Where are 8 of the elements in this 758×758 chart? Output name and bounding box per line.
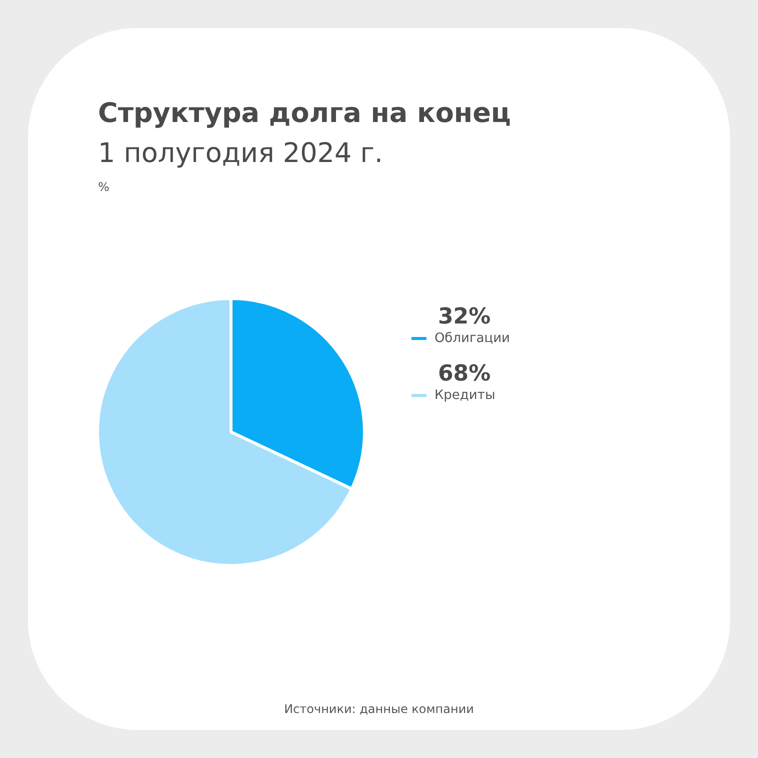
legend-label: Облигации (434, 330, 510, 346)
text: % (98, 180, 110, 194)
chart-subtitle: 1 полугодия 2024 г. (98, 138, 383, 169)
data-label: 32% (438, 304, 491, 330)
chart-title: Структура долга на конец (98, 98, 511, 129)
text: Источники: данные компании (283, 702, 475, 716)
legend-label: Кредиты (434, 388, 496, 403)
data-label: 68% (438, 362, 491, 387)
